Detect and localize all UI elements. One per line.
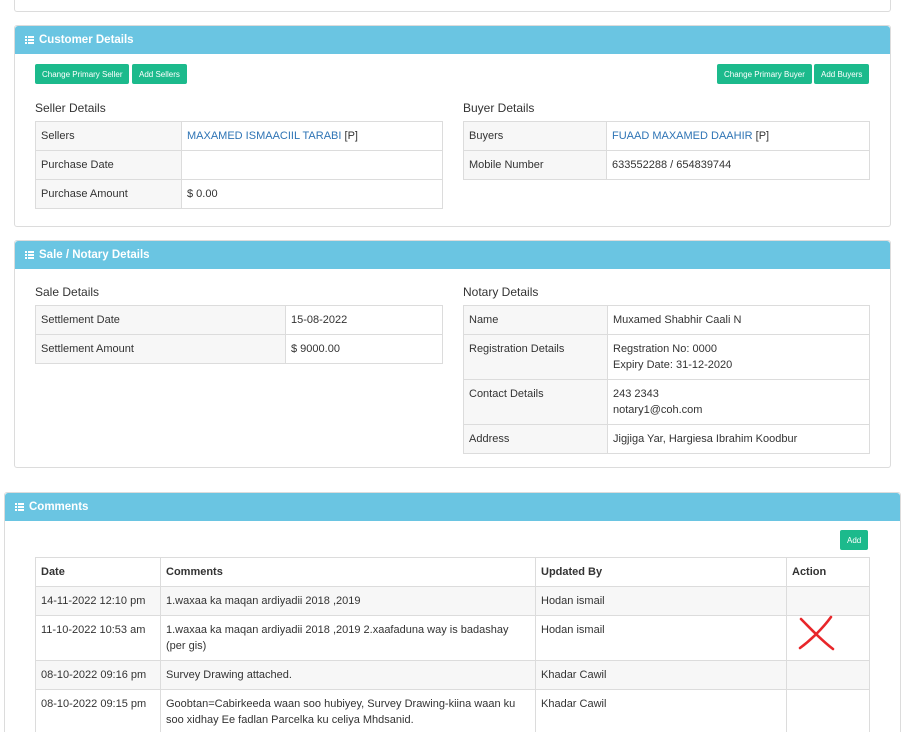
comment-date: 14-11-2022 12:10 pm <box>36 587 161 616</box>
row-value: $ 9000.00 <box>286 335 443 364</box>
row-value: $ 0.00 <box>182 180 443 209</box>
row-label: Name <box>464 306 608 335</box>
buyer-link[interactable]: FUAAD MAXAMED DAAHIR <box>612 130 753 142</box>
sale-details-table: Settlement Date 15-08-2022 Settlement Am… <box>35 305 443 364</box>
customer-details-header[interactable]: Customer Details <box>15 26 890 54</box>
notary-name: Muxamed Shabhir Caali N <box>613 312 864 328</box>
seller-link[interactable]: MAXAMED ISMAACIIL TARABI <box>187 130 341 142</box>
buyer-details-table: Buyers FUAAD MAXAMED DAAHIR [P] Mobile N… <box>463 121 870 180</box>
comment-author: Khadar Cawil <box>536 690 787 732</box>
list-icon <box>15 503 24 511</box>
comment-text: Survey Drawing attached. <box>161 661 536 690</box>
comments-title: Comments <box>29 501 88 513</box>
change-primary-seller-button[interactable]: Change Primary Seller <box>35 64 129 84</box>
comment-author: Hodan ismail <box>536 616 787 661</box>
row-label: Address <box>464 425 608 454</box>
row-label: Sellers <box>36 122 182 151</box>
registration-number: Regstration No: 0000 <box>613 341 864 357</box>
table-row: 08-10-2022 09:15 pm Goobtan=Cabirkeeda w… <box>36 690 870 732</box>
buyer-details-title: Buyer Details <box>463 101 534 115</box>
column-header-comments[interactable]: Comments <box>161 558 536 587</box>
add-buyers-button[interactable]: Add Buyers <box>814 64 869 84</box>
add-comment-button[interactable]: Add <box>840 530 868 550</box>
row-value: 243 2343 notary1@coh.com <box>608 380 870 425</box>
row-value <box>182 151 443 180</box>
primary-marker: [P] <box>341 130 358 142</box>
table-row: Buyers FUAAD MAXAMED DAAHIR [P] <box>464 122 870 151</box>
primary-marker: [P] <box>753 130 770 142</box>
comments-header[interactable]: Comments <box>5 493 900 521</box>
comment-text: 1.waxaa ka maqan ardiyadii 2018 ,2019 2.… <box>161 616 536 661</box>
add-sellers-button[interactable]: Add Sellers <box>132 64 187 84</box>
sale-notary-title: Sale / Notary Details <box>39 249 150 261</box>
row-value: Regstration No: 0000 Expiry Date: 31-12-2… <box>608 335 870 380</box>
row-value: Jigjiga Yar, Hargiesa Ibrahim Koodbur <box>608 425 870 454</box>
comment-author: Khadar Cawil <box>536 661 787 690</box>
table-row: Name Muxamed Shabhir Caali N <box>464 306 870 335</box>
row-value: MAXAMED ISMAACIIL TARABI [P] <box>182 122 443 151</box>
table-row: Address Jigjiga Yar, Hargiesa Ibrahim Ko… <box>464 425 870 454</box>
row-label: Settlement Date <box>36 306 286 335</box>
expiry-date: Expiry Date: 31-12-2020 <box>613 357 864 373</box>
comment-text: Goobtan=Cabirkeeda waan soo hubiyey, Sur… <box>161 690 536 732</box>
red-x-annotation <box>797 614 837 652</box>
table-row: Purchase Date <box>36 151 443 180</box>
notary-address: Jigjiga Yar, Hargiesa Ibrahim Koodbur <box>613 431 864 447</box>
comment-author: Hodan ismail <box>536 587 787 616</box>
table-row: Sellers MAXAMED ISMAACIIL TARABI [P] <box>36 122 443 151</box>
previous-panel-edge <box>14 0 891 12</box>
seller-details-title: Seller Details <box>35 101 106 115</box>
row-label: Registration Details <box>464 335 608 380</box>
row-label: Contact Details <box>464 380 608 425</box>
comments-header-row: Date Comments Updated By Action <box>36 558 870 587</box>
contact-email: notary1@coh.com <box>613 402 864 418</box>
comment-action <box>787 661 870 690</box>
table-row: Mobile Number 633552288 / 654839744 <box>464 151 870 180</box>
sale-details-title: Sale Details <box>35 285 99 299</box>
column-header-updated-by[interactable]: Updated By <box>536 558 787 587</box>
row-label: Purchase Date <box>36 151 182 180</box>
table-row: Settlement Date 15-08-2022 <box>36 306 443 335</box>
table-row: 14-11-2022 12:10 pm 1.waxaa ka maqan ard… <box>36 587 870 616</box>
list-icon <box>25 251 34 259</box>
comment-date: 08-10-2022 09:16 pm <box>36 661 161 690</box>
change-primary-buyer-button[interactable]: Change Primary Buyer <box>717 64 812 84</box>
row-value: 15-08-2022 <box>286 306 443 335</box>
table-row: Settlement Amount $ 9000.00 <box>36 335 443 364</box>
notary-details-table: Name Muxamed Shabhir Caali N Registratio… <box>463 305 870 454</box>
contact-phone: 243 2343 <box>613 386 864 402</box>
row-value: FUAAD MAXAMED DAAHIR [P] <box>607 122 870 151</box>
comment-action <box>787 587 870 616</box>
column-header-date[interactable]: Date <box>36 558 161 587</box>
column-header-action[interactable]: Action <box>787 558 870 587</box>
comments-table: Date Comments Updated By Action 14-11-20… <box>35 557 870 732</box>
row-label: Buyers <box>464 122 607 151</box>
row-value: 633552288 / 654839744 <box>607 151 870 180</box>
sale-notary-header[interactable]: Sale / Notary Details <box>15 241 890 269</box>
table-row: Registration Details Regstration No: 000… <box>464 335 870 380</box>
comment-date: 08-10-2022 09:15 pm <box>36 690 161 732</box>
notary-details-title: Notary Details <box>463 285 538 299</box>
table-row: Contact Details 243 2343 notary1@coh.com <box>464 380 870 425</box>
table-row: 08-10-2022 09:16 pm Survey Drawing attac… <box>36 661 870 690</box>
list-icon <box>25 36 34 44</box>
customer-details-title: Customer Details <box>39 34 134 46</box>
row-value: Muxamed Shabhir Caali N <box>608 306 870 335</box>
comment-action <box>787 690 870 732</box>
seller-details-table: Sellers MAXAMED ISMAACIIL TARABI [P] Pur… <box>35 121 443 209</box>
comment-text: 1.waxaa ka maqan ardiyadii 2018 ,2019 <box>161 587 536 616</box>
table-row: Purchase Amount $ 0.00 <box>36 180 443 209</box>
comment-date: 11-10-2022 10:53 am <box>36 616 161 661</box>
table-row: 11-10-2022 10:53 am 1.waxaa ka maqan ard… <box>36 616 870 661</box>
row-label: Purchase Amount <box>36 180 182 209</box>
row-label: Mobile Number <box>464 151 607 180</box>
row-label: Settlement Amount <box>36 335 286 364</box>
